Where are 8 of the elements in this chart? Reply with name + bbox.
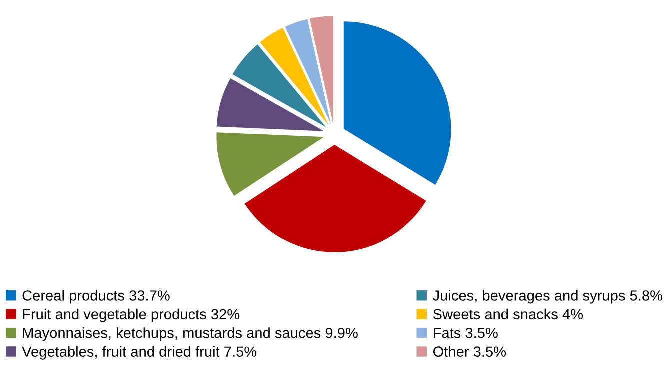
legend-label: Fats 3.5% <box>434 328 498 338</box>
legend-label: Cereal products 33.7% <box>22 290 170 304</box>
legend-label: Fruit and vegetable products 32% <box>23 308 240 322</box>
legend-label: Sweets and snacks 4% <box>433 308 584 320</box>
legend-label: Vegetables, fruit and dried fruit 7.5% <box>22 346 257 360</box>
legend-label: Juices, beverages and syrups 5.8% <box>433 290 662 304</box>
legend-label: Mayonnaises, ketchups, mustards and sauces 9.9% <box>23 328 358 342</box>
legend-label: Other 3.5% <box>433 346 506 357</box>
